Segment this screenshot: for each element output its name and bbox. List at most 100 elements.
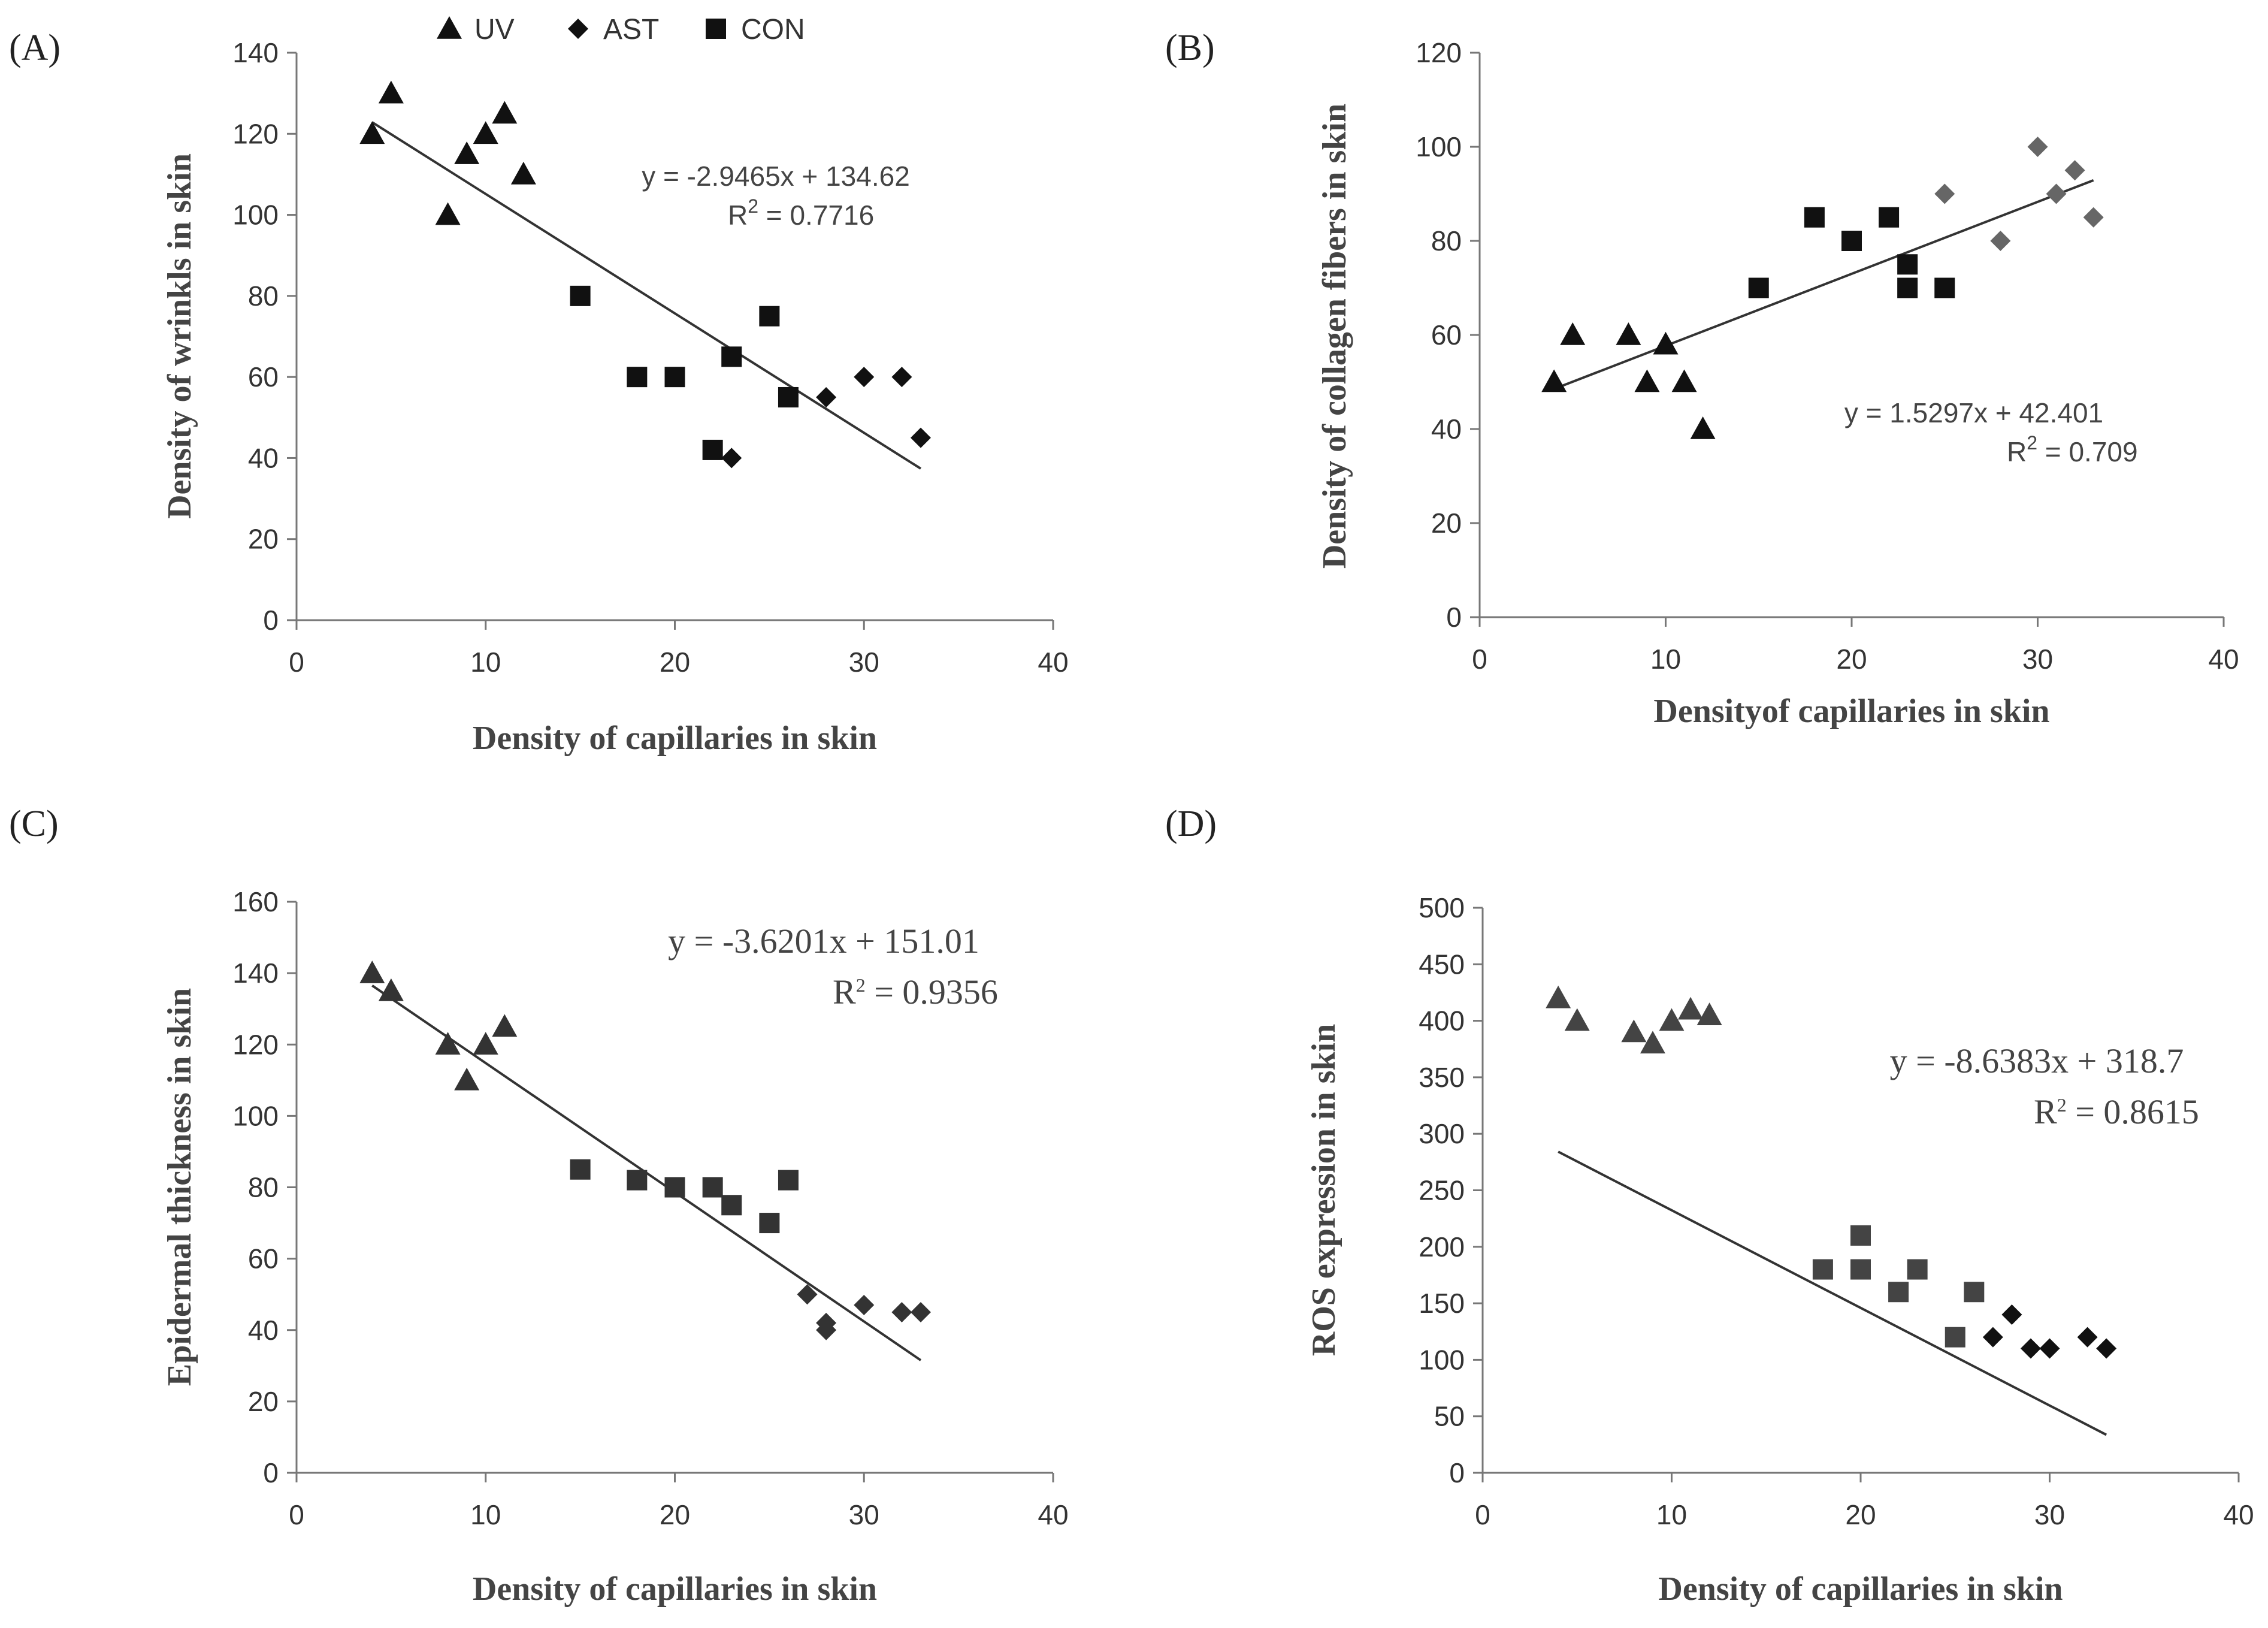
ast-point bbox=[891, 1301, 912, 1322]
regression-equation: y = -8.6383x + 318.7 bbox=[1890, 1041, 2184, 1080]
ast-point bbox=[2096, 1338, 2117, 1359]
uv-point bbox=[1621, 1019, 1647, 1043]
con-point bbox=[1748, 277, 1769, 298]
chart-panel-b: (B) 0 20 40 60 80 100 120 0 10 20 30 40 Densityof cap… bbox=[1165, 28, 2239, 730]
chart-panel-c: (C) 0 20 40 60 80 100 120 140 160 0 10 20 30 40 Density… bbox=[9, 804, 1069, 1608]
y-tick-label: 500 bbox=[1419, 892, 1465, 923]
con-point bbox=[1812, 1259, 1833, 1280]
y-tick-label: 80 bbox=[248, 1172, 279, 1203]
con-point bbox=[627, 1170, 648, 1191]
con-point bbox=[1804, 207, 1825, 228]
con-point bbox=[702, 1177, 723, 1198]
x-tick-label: 10 bbox=[1650, 644, 1681, 675]
y-tick-label: 160 bbox=[232, 886, 279, 917]
con-point bbox=[1888, 1282, 1909, 1303]
y-tick-label: 250 bbox=[1419, 1175, 1465, 1206]
uv-point bbox=[1546, 985, 1571, 1008]
uv-point bbox=[1634, 369, 1660, 392]
y-tick-label: 120 bbox=[232, 1029, 279, 1060]
con-point bbox=[1897, 254, 1918, 275]
panel-label: (C) bbox=[9, 804, 59, 844]
y-tick-label: 60 bbox=[248, 1243, 279, 1274]
uv-point bbox=[378, 978, 404, 1001]
y-tick-label: 40 bbox=[248, 442, 279, 473]
y-tick-label: 60 bbox=[1431, 319, 1462, 351]
uv-point bbox=[454, 141, 480, 164]
legend-label-uv: UV bbox=[474, 14, 515, 46]
chart-panel-a: (A) 0 20 40 60 80 100 120 140 0 10 20 30 40 Density of… bbox=[9, 28, 1069, 757]
x-tick-label: 0 bbox=[289, 647, 304, 678]
x-tick-label: 20 bbox=[660, 1499, 690, 1530]
x-tick-label: 30 bbox=[2022, 644, 2053, 675]
con-point bbox=[1934, 277, 1955, 298]
con-point bbox=[1907, 1259, 1928, 1280]
x-tick-label: 40 bbox=[1038, 647, 1068, 678]
uv-point bbox=[378, 80, 404, 104]
y-axis-title: Density of wrinkls in skin bbox=[161, 153, 198, 519]
x-tick-label: 10 bbox=[470, 1499, 501, 1530]
r-squared-symbol: R bbox=[2034, 1092, 2057, 1131]
x-tick-label: 40 bbox=[1038, 1499, 1068, 1530]
ast-point bbox=[1990, 231, 2011, 251]
ast-point bbox=[797, 1284, 818, 1305]
con-point bbox=[721, 346, 742, 367]
r-squared-superscript: 2 bbox=[856, 974, 866, 996]
ast-point bbox=[816, 386, 837, 407]
x-tick-label: 10 bbox=[1656, 1499, 1687, 1530]
ast-point bbox=[1982, 1327, 2003, 1348]
y-tick-label: 0 bbox=[1446, 602, 1462, 633]
y-tick-label: 300 bbox=[1419, 1118, 1465, 1149]
r-squared-value: = 0.7716 bbox=[758, 200, 874, 231]
x-axis-title: Densityof capillaries in skin bbox=[1653, 693, 2049, 730]
con-point bbox=[570, 285, 591, 306]
uv-point bbox=[454, 1067, 480, 1091]
con-point bbox=[759, 1213, 780, 1234]
x-axis-title: Density of capillaries in skin bbox=[473, 720, 877, 757]
y-tick-label: 450 bbox=[1419, 949, 1465, 980]
uv-point bbox=[435, 202, 461, 225]
ast-point bbox=[2046, 183, 2067, 204]
r-squared-superscript: 2 bbox=[2027, 432, 2037, 454]
r-squared-symbol: R bbox=[833, 972, 856, 1011]
ast-point bbox=[2020, 1338, 2041, 1359]
uv-point bbox=[359, 121, 385, 144]
uv-point bbox=[510, 161, 536, 185]
ast-point bbox=[854, 367, 875, 388]
r-squared-superscript: 2 bbox=[2057, 1094, 2067, 1116]
y-tick-label: 0 bbox=[263, 1457, 279, 1488]
trendline bbox=[1558, 1150, 2107, 1436]
uv-point bbox=[1678, 996, 1704, 1020]
panel-label: (B) bbox=[1165, 28, 1215, 68]
ast-point bbox=[2077, 1327, 2098, 1348]
r-squared-label: R2 = 0.8615 bbox=[2034, 1092, 2199, 1131]
r-squared-label: R2 = 0.9356 bbox=[833, 972, 998, 1011]
uv-point bbox=[1560, 322, 1586, 345]
y-axis-title: ROS expression in skin bbox=[1305, 1024, 1342, 1356]
y-tick-label: 120 bbox=[232, 118, 279, 149]
y-tick-label: 400 bbox=[1419, 1005, 1465, 1037]
uv-point bbox=[1659, 1008, 1685, 1031]
r-squared-label: R2 = 0.709 bbox=[2007, 432, 2138, 467]
r-squared-superscript: 2 bbox=[748, 195, 758, 217]
con-point bbox=[778, 1170, 799, 1191]
regression-equation: y = 1.5297x + 42.401 bbox=[1844, 397, 2103, 428]
r-squared-label: R2 = 0.7716 bbox=[728, 195, 874, 231]
x-tick-label: 0 bbox=[1472, 644, 1487, 675]
panel-label: (A) bbox=[9, 28, 61, 68]
r-squared-symbol: R bbox=[2007, 436, 2027, 467]
r-squared-symbol: R bbox=[728, 200, 748, 231]
ast-point bbox=[816, 1312, 837, 1333]
legend-label-con: CON bbox=[741, 14, 805, 46]
r-squared-value: = 0.709 bbox=[2037, 436, 2138, 467]
y-tick-label: 140 bbox=[232, 37, 279, 68]
con-point bbox=[702, 439, 723, 460]
y-tick-label: 100 bbox=[1416, 131, 1462, 162]
x-tick-label: 0 bbox=[289, 1499, 304, 1530]
uv-point bbox=[1640, 1031, 1665, 1054]
con-point bbox=[664, 1177, 685, 1198]
y-tick-label: 150 bbox=[1419, 1288, 1465, 1319]
con-point bbox=[1945, 1327, 1965, 1348]
y-axis-title: Density of collagen fibers in skin bbox=[1316, 104, 1353, 569]
x-tick-label: 0 bbox=[1475, 1499, 1490, 1530]
con-point bbox=[759, 306, 780, 327]
